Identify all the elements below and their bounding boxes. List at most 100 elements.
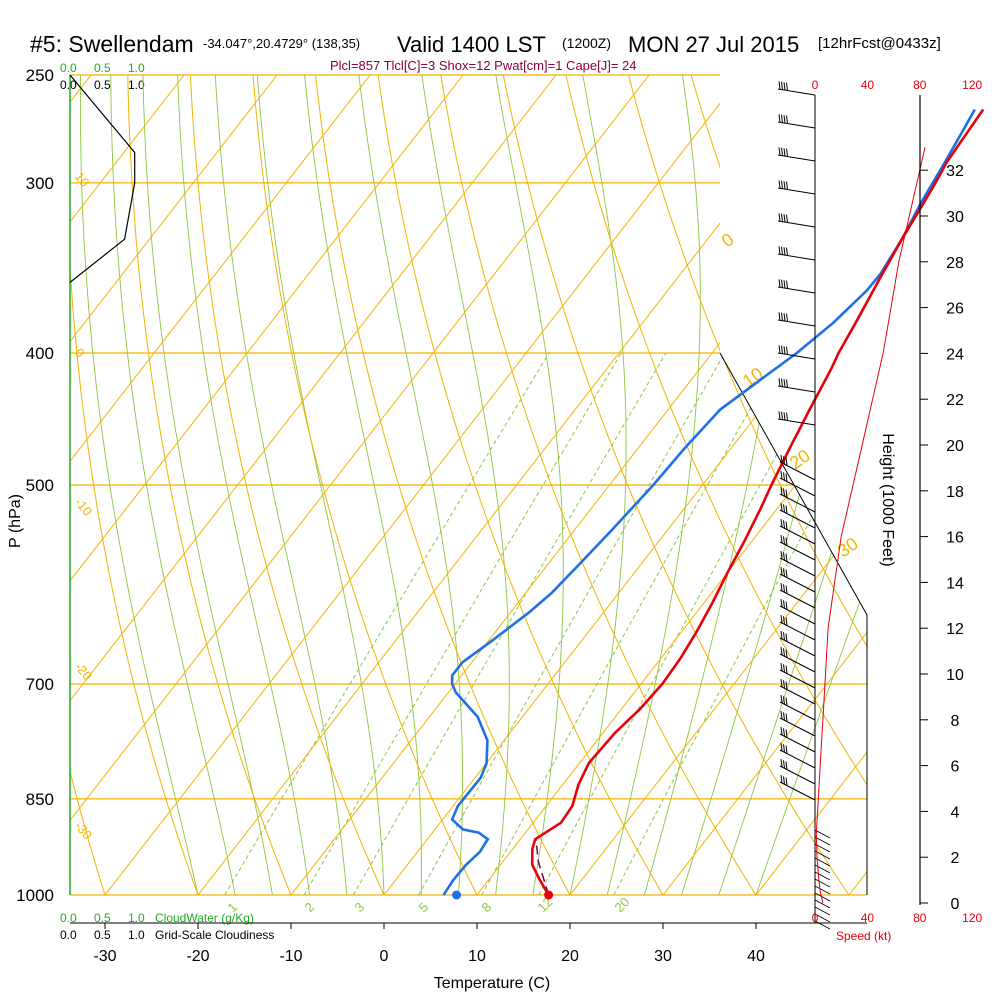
isotherm-line bbox=[755, 75, 867, 895]
height-tick-label: 24 bbox=[946, 346, 964, 363]
x-axis-label: Temperature (C) bbox=[434, 975, 550, 992]
dry-adiabat-line bbox=[498, 75, 867, 895]
wind-panel: 0 40 80 1200 40 80 120 Speed (kt) bbox=[777, 78, 983, 943]
speed-label: Speed (kt) bbox=[836, 929, 891, 943]
dry-adiabat-line bbox=[0, 51, 20, 924]
wind-barb bbox=[814, 906, 831, 916]
wind-barb bbox=[814, 878, 831, 888]
surface-temperature-marker bbox=[544, 890, 554, 900]
speed-tick-bottom: 0 bbox=[812, 911, 819, 925]
x-tick-label: -10 bbox=[279, 948, 302, 965]
wind-barb bbox=[779, 454, 816, 481]
x-tick-label: 20 bbox=[561, 948, 579, 965]
height-tick-label: 10 bbox=[946, 667, 964, 684]
top-scale-black-0: 0.0 bbox=[60, 78, 77, 92]
speed-tick-top: 0 bbox=[812, 78, 819, 92]
dry-adiabat-line bbox=[621, 75, 867, 895]
wind-barb bbox=[779, 774, 816, 801]
mixing-ratio-line bbox=[481, 352, 783, 895]
sounding-profiles bbox=[442, 108, 985, 900]
dry-adiabat-label: 10 bbox=[72, 169, 93, 190]
thermo-grid bbox=[0, 51, 1000, 924]
chart-station: #5: Swellendam bbox=[30, 31, 194, 57]
moist-adiabat-line bbox=[358, 75, 464, 895]
dry-adiabat-line bbox=[70, 75, 210, 895]
wind-barb bbox=[777, 81, 816, 96]
height-tick-label: 4 bbox=[951, 804, 960, 821]
height-tick-label: 26 bbox=[946, 301, 964, 318]
wind-barb bbox=[814, 899, 831, 909]
dry-adiabat-line bbox=[994, 51, 1000, 924]
x-tick-label: -30 bbox=[93, 948, 116, 965]
speed-tick-top: 40 bbox=[861, 78, 875, 92]
wind-barb bbox=[777, 147, 816, 162]
height-tick-label: 32 bbox=[946, 163, 964, 180]
dry-adiabat-line bbox=[250, 75, 492, 895]
bottom-left-scale: 0.0 0.5 1.0 CloudWater (g/Kg) 0.0 0.5 1.… bbox=[60, 911, 274, 942]
wind-barb bbox=[814, 843, 831, 853]
wind-barb bbox=[779, 534, 816, 561]
bottom-scale-black-1: 0.5 bbox=[94, 928, 111, 942]
pressure-tick-label: 1000 bbox=[16, 886, 54, 905]
frame-right bbox=[719, 352, 868, 895]
dry-adiabat-line bbox=[312, 75, 587, 895]
wind-barb bbox=[777, 411, 816, 426]
chart-valid: Valid 1400 LST bbox=[397, 32, 546, 57]
wind-barb bbox=[779, 582, 816, 609]
height-axis-label: Height (1000 Feet) bbox=[879, 433, 896, 566]
bottom-scale-green-2: 1.0 bbox=[128, 911, 145, 925]
cloudiness-profile bbox=[69, 74, 136, 283]
chart-fcst: [12hrFcst@0433z] bbox=[818, 35, 941, 52]
isotherm-line bbox=[70, 75, 185, 895]
wind-barb bbox=[814, 892, 831, 902]
height-tick-label: 30 bbox=[946, 209, 964, 226]
wind-barb bbox=[779, 678, 816, 705]
isobar-lines bbox=[70, 74, 867, 896]
height-tick-label: 12 bbox=[946, 621, 964, 638]
moist-adiabat-line bbox=[421, 75, 510, 895]
chart-indices: Plcl=857 Tlcl[C]=3 Shox=12 Pwat[cm]=1 Ca… bbox=[330, 58, 637, 73]
pressure-tick-label: 700 bbox=[26, 675, 54, 694]
height-tick-label: 20 bbox=[946, 438, 964, 455]
dry-adiabat-lines bbox=[0, 51, 1000, 924]
wind-barb bbox=[814, 885, 831, 895]
isotherm-line bbox=[70, 75, 278, 895]
height-tick-label: 8 bbox=[951, 713, 960, 730]
moist-adiabat-label: 0 bbox=[718, 229, 738, 251]
mixing-ratio-label: 20 bbox=[612, 894, 633, 915]
pressure-tick-label: 500 bbox=[26, 476, 54, 495]
bottom-scale-black-2: 1.0 bbox=[128, 928, 145, 942]
wind-barb bbox=[777, 180, 816, 195]
wind-barb bbox=[814, 913, 831, 923]
height-tick-label: 14 bbox=[946, 575, 964, 592]
dry-adiabat-line bbox=[560, 75, 867, 895]
wind-barb bbox=[777, 246, 816, 261]
wind-barb bbox=[779, 710, 816, 737]
wind-barb bbox=[779, 502, 816, 529]
top-scale-green-1: 0.5 bbox=[94, 61, 111, 75]
cloudwater-label: CloudWater (g/Kg) bbox=[155, 911, 254, 925]
moist-adiabat-line bbox=[110, 75, 236, 895]
dry-adiabat-label: -10 bbox=[72, 495, 96, 519]
x-tick-label: 10 bbox=[468, 948, 486, 965]
top-scale-green-0: 0.0 bbox=[60, 61, 77, 75]
wind-speed-profile bbox=[815, 147, 926, 904]
plot-frame bbox=[69, 75, 868, 924]
wind-barb bbox=[779, 662, 816, 689]
isotherm-line bbox=[70, 75, 464, 895]
surface-dewpoint-marker bbox=[452, 890, 462, 900]
wind-barb bbox=[814, 829, 831, 839]
moist-adiabat-line bbox=[569, 75, 627, 895]
moist-adiabat-line bbox=[304, 75, 422, 895]
dewpoint-line bbox=[442, 108, 976, 896]
height-tick-label: 0 bbox=[951, 896, 960, 913]
top-left-scale: 0.0 0.5 1.0 0.0 0.5 1.0 bbox=[60, 61, 145, 92]
mixing-ratio-line bbox=[352, 352, 667, 895]
speed-tick-bottom: 80 bbox=[913, 911, 927, 925]
wind-barb bbox=[779, 646, 816, 673]
dry-adiabat-line bbox=[807, 75, 867, 895]
height-tick-label: 16 bbox=[946, 530, 964, 547]
dry-adiabat-line bbox=[932, 51, 1000, 924]
pressure-tick-label: 250 bbox=[26, 66, 54, 85]
wind-barb bbox=[779, 470, 816, 497]
